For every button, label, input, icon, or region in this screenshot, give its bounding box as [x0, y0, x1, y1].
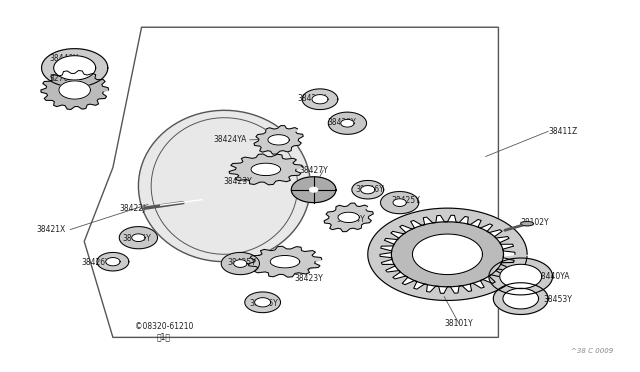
Polygon shape: [338, 212, 360, 222]
Polygon shape: [340, 119, 354, 127]
Polygon shape: [248, 246, 322, 277]
Text: 38453Y: 38453Y: [543, 295, 572, 304]
Text: 38427Y: 38427Y: [300, 166, 328, 175]
Text: 38101Y: 38101Y: [444, 319, 473, 328]
Text: 38425Y: 38425Y: [392, 196, 420, 205]
Text: 38423Y: 38423Y: [223, 177, 252, 186]
Text: 38425Y: 38425Y: [328, 118, 356, 127]
Text: 38426Y: 38426Y: [355, 185, 384, 194]
Polygon shape: [521, 221, 534, 226]
Polygon shape: [310, 187, 317, 192]
Polygon shape: [41, 71, 108, 109]
Text: 38424Y: 38424Y: [336, 215, 365, 224]
Text: 38411Z: 38411Z: [548, 127, 577, 136]
Text: 38425Y: 38425Y: [227, 258, 256, 267]
Text: ^38 C 0009: ^38 C 0009: [571, 348, 613, 354]
Polygon shape: [54, 56, 96, 80]
Polygon shape: [119, 227, 157, 249]
Polygon shape: [268, 135, 289, 145]
Polygon shape: [381, 192, 419, 214]
Polygon shape: [302, 89, 338, 110]
Polygon shape: [251, 163, 280, 176]
Text: 38102Y: 38102Y: [521, 218, 549, 227]
Polygon shape: [138, 110, 310, 262]
Polygon shape: [291, 177, 336, 203]
Text: 38426Y: 38426Y: [250, 299, 278, 308]
Polygon shape: [97, 253, 129, 271]
Text: 32701Y: 32701Y: [49, 74, 78, 83]
Polygon shape: [500, 264, 541, 289]
Polygon shape: [392, 222, 504, 287]
Text: 38422J: 38422J: [119, 204, 145, 214]
Polygon shape: [255, 298, 271, 307]
Polygon shape: [368, 208, 527, 301]
Text: 38425Y: 38425Y: [122, 234, 151, 243]
Polygon shape: [380, 215, 515, 294]
Text: ©08320-61210
（1）: ©08320-61210 （1）: [134, 322, 193, 341]
Polygon shape: [270, 256, 300, 268]
Polygon shape: [221, 253, 259, 275]
Polygon shape: [245, 292, 280, 312]
Polygon shape: [328, 112, 367, 134]
Polygon shape: [42, 49, 108, 87]
Text: 38440YA: 38440YA: [537, 272, 570, 281]
Text: 38423Y: 38423Y: [294, 274, 323, 283]
Polygon shape: [106, 257, 120, 266]
Polygon shape: [489, 258, 552, 295]
Text: 38424YA: 38424YA: [213, 135, 246, 144]
Polygon shape: [59, 81, 90, 99]
Polygon shape: [393, 199, 406, 206]
Polygon shape: [254, 126, 303, 154]
Text: 38440Y: 38440Y: [49, 54, 78, 63]
Polygon shape: [312, 94, 328, 104]
Text: 38426Y: 38426Y: [298, 94, 326, 103]
Polygon shape: [352, 180, 384, 199]
Polygon shape: [234, 260, 247, 267]
Text: 38426Y: 38426Y: [81, 258, 110, 267]
Polygon shape: [360, 186, 375, 194]
Polygon shape: [503, 288, 539, 309]
Polygon shape: [132, 234, 145, 241]
Polygon shape: [229, 154, 303, 185]
Polygon shape: [493, 283, 548, 314]
Text: 38421X: 38421X: [36, 225, 66, 234]
Polygon shape: [324, 203, 373, 232]
Polygon shape: [412, 234, 483, 275]
